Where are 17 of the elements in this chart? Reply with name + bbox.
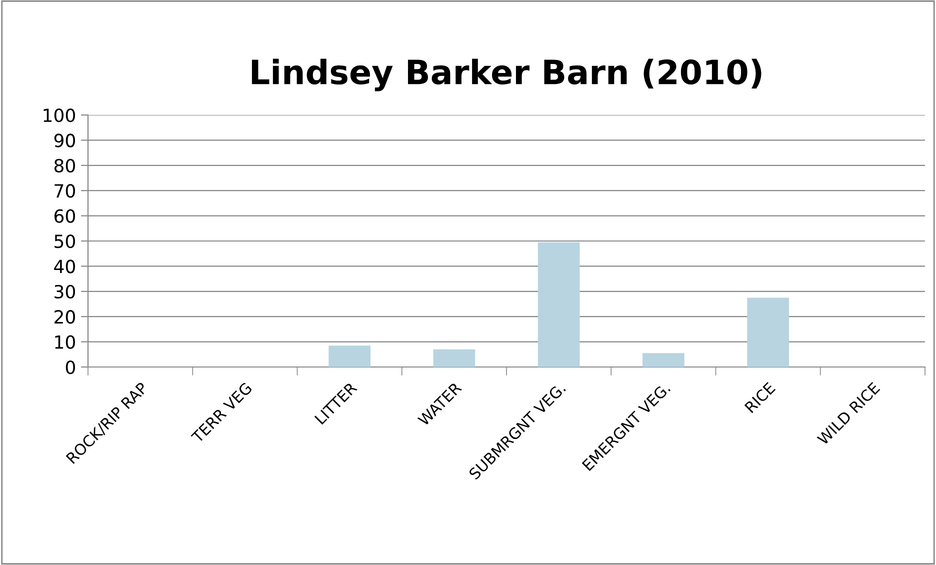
chart-title: Lindsey Barker Barn (2010) [252,58,762,92]
bar [538,242,580,367]
y-tick-label: 70 [54,184,75,198]
y-tick-label: 30 [54,284,75,299]
bar [642,353,684,367]
bar [433,349,476,367]
bar [328,346,370,367]
y-tick-label: 90 [54,134,75,148]
y-tick-label: 40 [54,260,75,274]
y-tick-label: 10 [55,335,75,349]
y-tick-label: 0 [66,360,75,374]
bar [747,298,789,367]
y-tick-label: 60 [54,209,75,223]
y-tick-label: 50 [54,234,75,248]
y-tick-label: 80 [54,158,75,173]
y-tick-label: 20 [54,310,75,324]
y-tick-label: 100 [44,108,75,122]
